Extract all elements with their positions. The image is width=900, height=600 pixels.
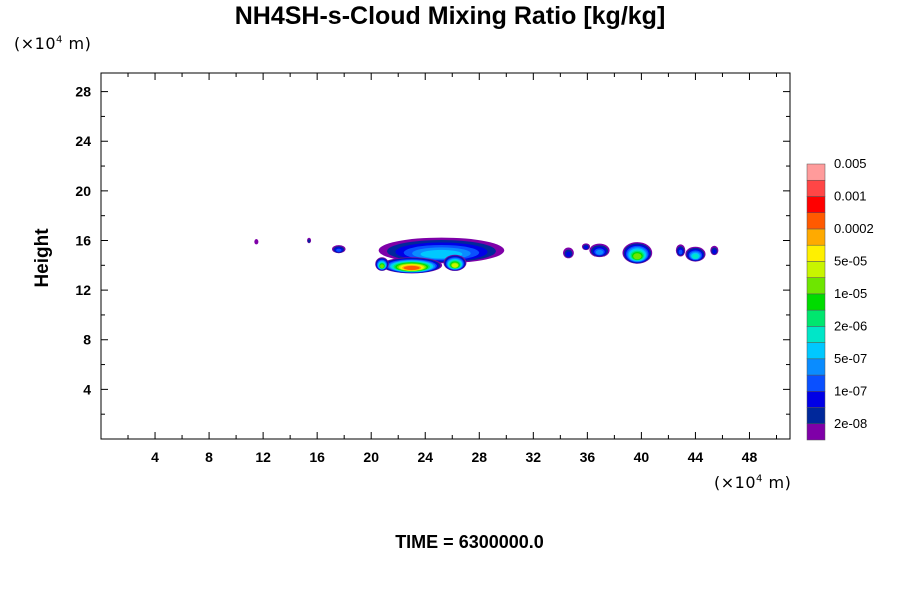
- x-tick-label: 28: [471, 449, 487, 465]
- cloud-region: [581, 243, 591, 251]
- x-axis-unit: (×104 m): [714, 473, 792, 492]
- x-tick-label: 40: [634, 449, 650, 465]
- colorbar-swatch: [806, 261, 826, 278]
- y-tick-label: 8: [83, 332, 91, 348]
- x-tick-label: 8: [205, 449, 213, 465]
- colorbar-swatch: [806, 212, 826, 230]
- contour-level-13: [403, 265, 420, 271]
- contour-level-1: [307, 239, 311, 243]
- colorbar-swatch: [806, 326, 826, 343]
- contour-level-9: [380, 264, 384, 269]
- colorbar-label: 2e-08: [834, 416, 867, 431]
- contour-level-9: [633, 253, 642, 260]
- cloud-region: [563, 247, 574, 259]
- colorbar-swatch: [806, 423, 826, 441]
- colorbar-label: 2e-06: [834, 318, 867, 333]
- colorbar-swatch: [806, 407, 826, 425]
- contour-level-2: [584, 245, 588, 250]
- colorbar-swatch: [806, 293, 826, 311]
- y-axis-unit: (×104 m): [14, 34, 92, 53]
- cloud-region: [307, 237, 312, 244]
- cloud-region: [254, 239, 259, 245]
- contour-level-2: [565, 251, 571, 257]
- x-tick-label: 48: [742, 449, 758, 465]
- colorbar-label: 5e-05: [834, 253, 867, 268]
- x-tick-label: 16: [309, 449, 325, 465]
- y-tick-label: 12: [75, 282, 91, 298]
- contour-level-4: [595, 249, 604, 255]
- x-tick-label: 36: [580, 449, 596, 465]
- y-tick-label: 20: [75, 183, 91, 199]
- y-tick-label: 24: [75, 133, 91, 149]
- colorbar-swatch: [806, 277, 826, 295]
- cloud-region: [685, 246, 706, 262]
- x-tick-label: 20: [363, 449, 379, 465]
- colorbar-swatch: [806, 391, 826, 408]
- contour-level-3: [678, 249, 683, 255]
- contour-level-2: [712, 249, 717, 254]
- cloud-region: [332, 245, 346, 254]
- colorbar-label: 0.0002: [834, 221, 874, 236]
- colorbar-swatch: [806, 342, 826, 360]
- contour-level-6: [692, 254, 699, 259]
- plot-frame: [100, 72, 791, 440]
- cloud-region: [622, 242, 653, 264]
- colorbar-swatch: [806, 163, 826, 181]
- cloud-region: [589, 243, 610, 258]
- y-tick-label: 16: [75, 232, 91, 248]
- time-label: TIME = 6300000.0: [395, 532, 544, 552]
- x-tick-label: 32: [526, 449, 542, 465]
- y-tick-label: 28: [75, 84, 91, 100]
- y-tick-label: 4: [83, 381, 91, 397]
- colorbar-label: 0.005: [834, 156, 867, 171]
- colorbar-label: 1e-05: [834, 286, 867, 301]
- chart-title: NH4SH-s-Cloud Mixing Ratio [kg/kg]: [234, 2, 666, 30]
- x-tick-label: 24: [417, 449, 433, 465]
- x-tick-label: 44: [688, 449, 704, 465]
- colorbar-swatch: [806, 358, 826, 376]
- cloud-region: [381, 257, 443, 274]
- colorbar-swatch: [806, 196, 826, 213]
- colorbar-label: 1e-07: [834, 383, 867, 398]
- contour-level-0: [254, 239, 259, 245]
- colorbar-swatch: [806, 179, 826, 197]
- colorbar-label: 5e-07: [834, 351, 867, 366]
- colorbar-swatch: [806, 309, 826, 327]
- colorbar-label: 0.001: [834, 188, 867, 203]
- contour-level-10: [451, 263, 459, 268]
- cloud-region: [443, 254, 467, 271]
- cloud-region: [378, 237, 505, 264]
- colorbar-swatch: [806, 228, 826, 246]
- colorbar-swatch: [806, 244, 826, 262]
- contour-level-3: [336, 248, 342, 252]
- cloud-region: [375, 257, 389, 271]
- x-tick-label: 4: [151, 449, 159, 465]
- cloud-region: [675, 244, 686, 257]
- cloud-region: [710, 245, 719, 256]
- colorbar-swatch: [806, 374, 826, 392]
- x-tick-label: 12: [255, 449, 271, 465]
